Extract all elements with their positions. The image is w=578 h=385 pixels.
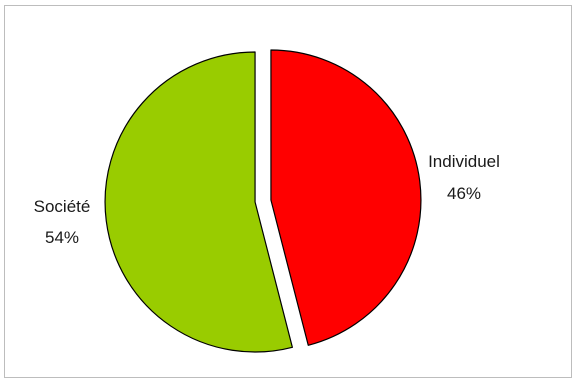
- slice-label-name: Individuel: [428, 152, 500, 171]
- pie-slice-individuel: [270, 49, 422, 346]
- slice-label-name: Société: [34, 197, 91, 216]
- slice-label-percent: 54%: [45, 228, 79, 247]
- slice-label-percent: 46%: [447, 184, 481, 203]
- pie-slice-soci-t-: [104, 51, 293, 353]
- pie-slices: [104, 49, 422, 353]
- pie-labels: Individuel 46% Société 54%: [34, 152, 500, 247]
